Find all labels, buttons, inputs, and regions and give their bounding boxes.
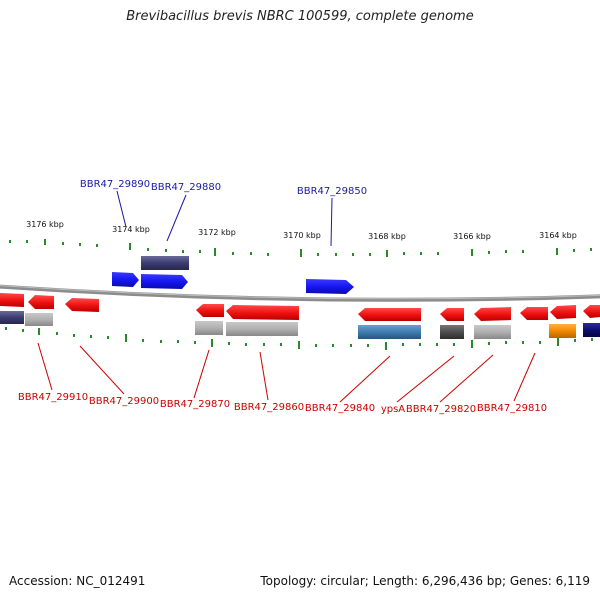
feature-domain-6[interactable]: [440, 325, 464, 339]
accession-text: Accession: NC_012491: [9, 574, 146, 588]
gene-labels-bottom: BBR47_29910 BBR47_29900 BBR47_29870 BBR4…: [18, 392, 547, 415]
scale-label-3166: 3166 kbp: [453, 232, 491, 241]
gene-bbr47-29810[interactable]: [520, 307, 548, 320]
label-bbr47-29810[interactable]: BBR47_29810: [477, 403, 547, 414]
genome-backbone: [0, 284, 600, 302]
gene-labels-top: BBR47_29890 BBR47_29880 BBR47_29850: [80, 179, 367, 197]
scale-label-3170: 3170 kbp: [283, 231, 321, 240]
feature-domain-3[interactable]: [195, 321, 223, 335]
forward-leader-lines: [116, 190, 333, 247]
label-bbr47-29850[interactable]: BBR47_29850: [297, 186, 367, 197]
gene-bbr47-29820[interactable]: [474, 307, 511, 321]
gene-ypsa[interactable]: [440, 308, 464, 321]
feature-bbr47-29880-domain[interactable]: [141, 256, 189, 270]
label-bbr47-29870[interactable]: BBR47_29870: [160, 399, 230, 410]
gene-bbr47-29910[interactable]: [0, 293, 24, 307]
genome-title: Brevibacillus brevis NBRC 100599, comple…: [126, 9, 474, 24]
gene-bbr47-29900[interactable]: [65, 298, 99, 312]
scale-label-3172: 3172 kbp: [198, 228, 236, 237]
gene-bbr47-29910b[interactable]: [28, 295, 54, 309]
gene-bbr47-29850[interactable]: [306, 279, 354, 294]
genome-summary-text: Topology: circular; Length: 6,296,436 bp…: [260, 574, 590, 588]
gene-bbr47-29790[interactable]: [583, 305, 600, 318]
label-bbr47-29880[interactable]: BBR47_29880: [151, 182, 221, 193]
label-bbr47-29820[interactable]: BBR47_29820: [406, 404, 476, 415]
scale-ruler-top: [9, 239, 592, 257]
genome-backbone-highlight: [0, 285, 600, 300]
gene-bbr47-29840[interactable]: [358, 308, 421, 321]
feature-domain-8[interactable]: [549, 324, 576, 338]
feature-domain-2[interactable]: [25, 313, 53, 326]
scale-ruler-bottom: [5, 327, 593, 350]
scale-label-3176: 3176 kbp: [26, 220, 64, 229]
label-bbr47-29860[interactable]: BBR47_29860: [234, 402, 304, 413]
gene-bbr47-29890[interactable]: [112, 272, 139, 287]
feature-domain-7[interactable]: [474, 325, 511, 339]
feature-domain-5[interactable]: [358, 325, 421, 339]
label-bbr47-29890[interactable]: BBR47_29890: [80, 179, 150, 190]
feature-domain-4[interactable]: [226, 322, 298, 336]
gene-bbr47-29880[interactable]: [141, 274, 188, 289]
feature-domain-9[interactable]: [583, 323, 600, 337]
label-ypsa[interactable]: ypsA: [381, 404, 405, 415]
gene-bbr47-29860[interactable]: [226, 305, 299, 320]
feature-domain-1[interactable]: [0, 311, 24, 324]
forward-strand-features: [112, 256, 354, 294]
reverse-strand-features: [0, 293, 600, 339]
reverse-leader-lines: [37, 342, 536, 403]
scale-labels: 3176 kbp 3174 kbp 3172 kbp 3170 kbp 3168…: [26, 220, 577, 241]
gene-bbr47-29870[interactable]: [196, 304, 224, 317]
label-bbr47-29840[interactable]: BBR47_29840: [305, 403, 375, 414]
label-bbr47-29910[interactable]: BBR47_29910: [18, 392, 88, 403]
scale-label-3174: 3174 kbp: [112, 225, 150, 234]
label-bbr47-29900[interactable]: BBR47_29900: [89, 396, 159, 407]
scale-label-3164: 3164 kbp: [539, 231, 577, 240]
scale-label-3168: 3168 kbp: [368, 232, 406, 241]
gene-bbr47-29800[interactable]: [550, 305, 576, 319]
